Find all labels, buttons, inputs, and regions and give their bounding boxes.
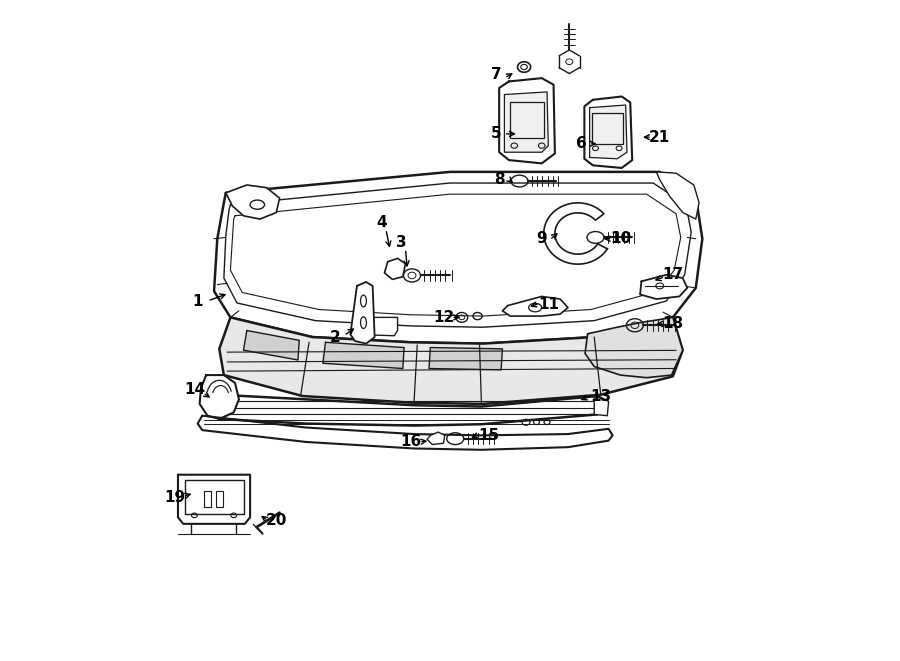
Text: 6: 6 [576,136,587,151]
Text: 11: 11 [538,297,559,312]
Text: 1: 1 [193,293,202,309]
Text: 10: 10 [610,231,631,247]
Text: 3: 3 [395,235,406,249]
Polygon shape [590,105,627,159]
Polygon shape [585,317,683,377]
Text: 12: 12 [433,310,454,325]
Text: 13: 13 [590,389,611,404]
Text: 9: 9 [536,231,547,247]
Text: 16: 16 [400,434,421,449]
Text: 2: 2 [330,330,341,344]
Polygon shape [220,317,683,404]
Text: 20: 20 [266,513,287,528]
Polygon shape [544,203,608,264]
Text: 7: 7 [491,67,501,83]
Bar [216,491,222,508]
Text: 8: 8 [494,173,505,187]
Text: 14: 14 [184,382,205,397]
Bar [591,113,623,144]
Text: 21: 21 [649,130,670,145]
Text: 5: 5 [491,126,501,141]
Text: 18: 18 [662,317,683,331]
Polygon shape [178,475,250,524]
Polygon shape [352,317,398,336]
Polygon shape [214,172,702,344]
Polygon shape [502,296,568,316]
Polygon shape [211,395,608,426]
Bar [510,102,544,138]
Polygon shape [226,185,280,219]
Polygon shape [323,342,404,369]
Polygon shape [640,275,688,299]
Polygon shape [350,282,374,344]
Polygon shape [200,375,239,419]
Polygon shape [244,330,299,360]
Bar [204,491,211,508]
Text: 17: 17 [662,267,683,282]
Polygon shape [428,432,445,445]
Polygon shape [429,348,502,369]
Polygon shape [656,172,699,219]
Polygon shape [594,396,608,416]
Polygon shape [384,258,405,280]
Polygon shape [504,92,548,152]
Polygon shape [500,78,555,163]
Text: 4: 4 [376,215,386,230]
Text: 15: 15 [479,428,500,443]
Polygon shape [198,416,613,449]
Text: 19: 19 [164,490,185,505]
Polygon shape [584,97,632,168]
